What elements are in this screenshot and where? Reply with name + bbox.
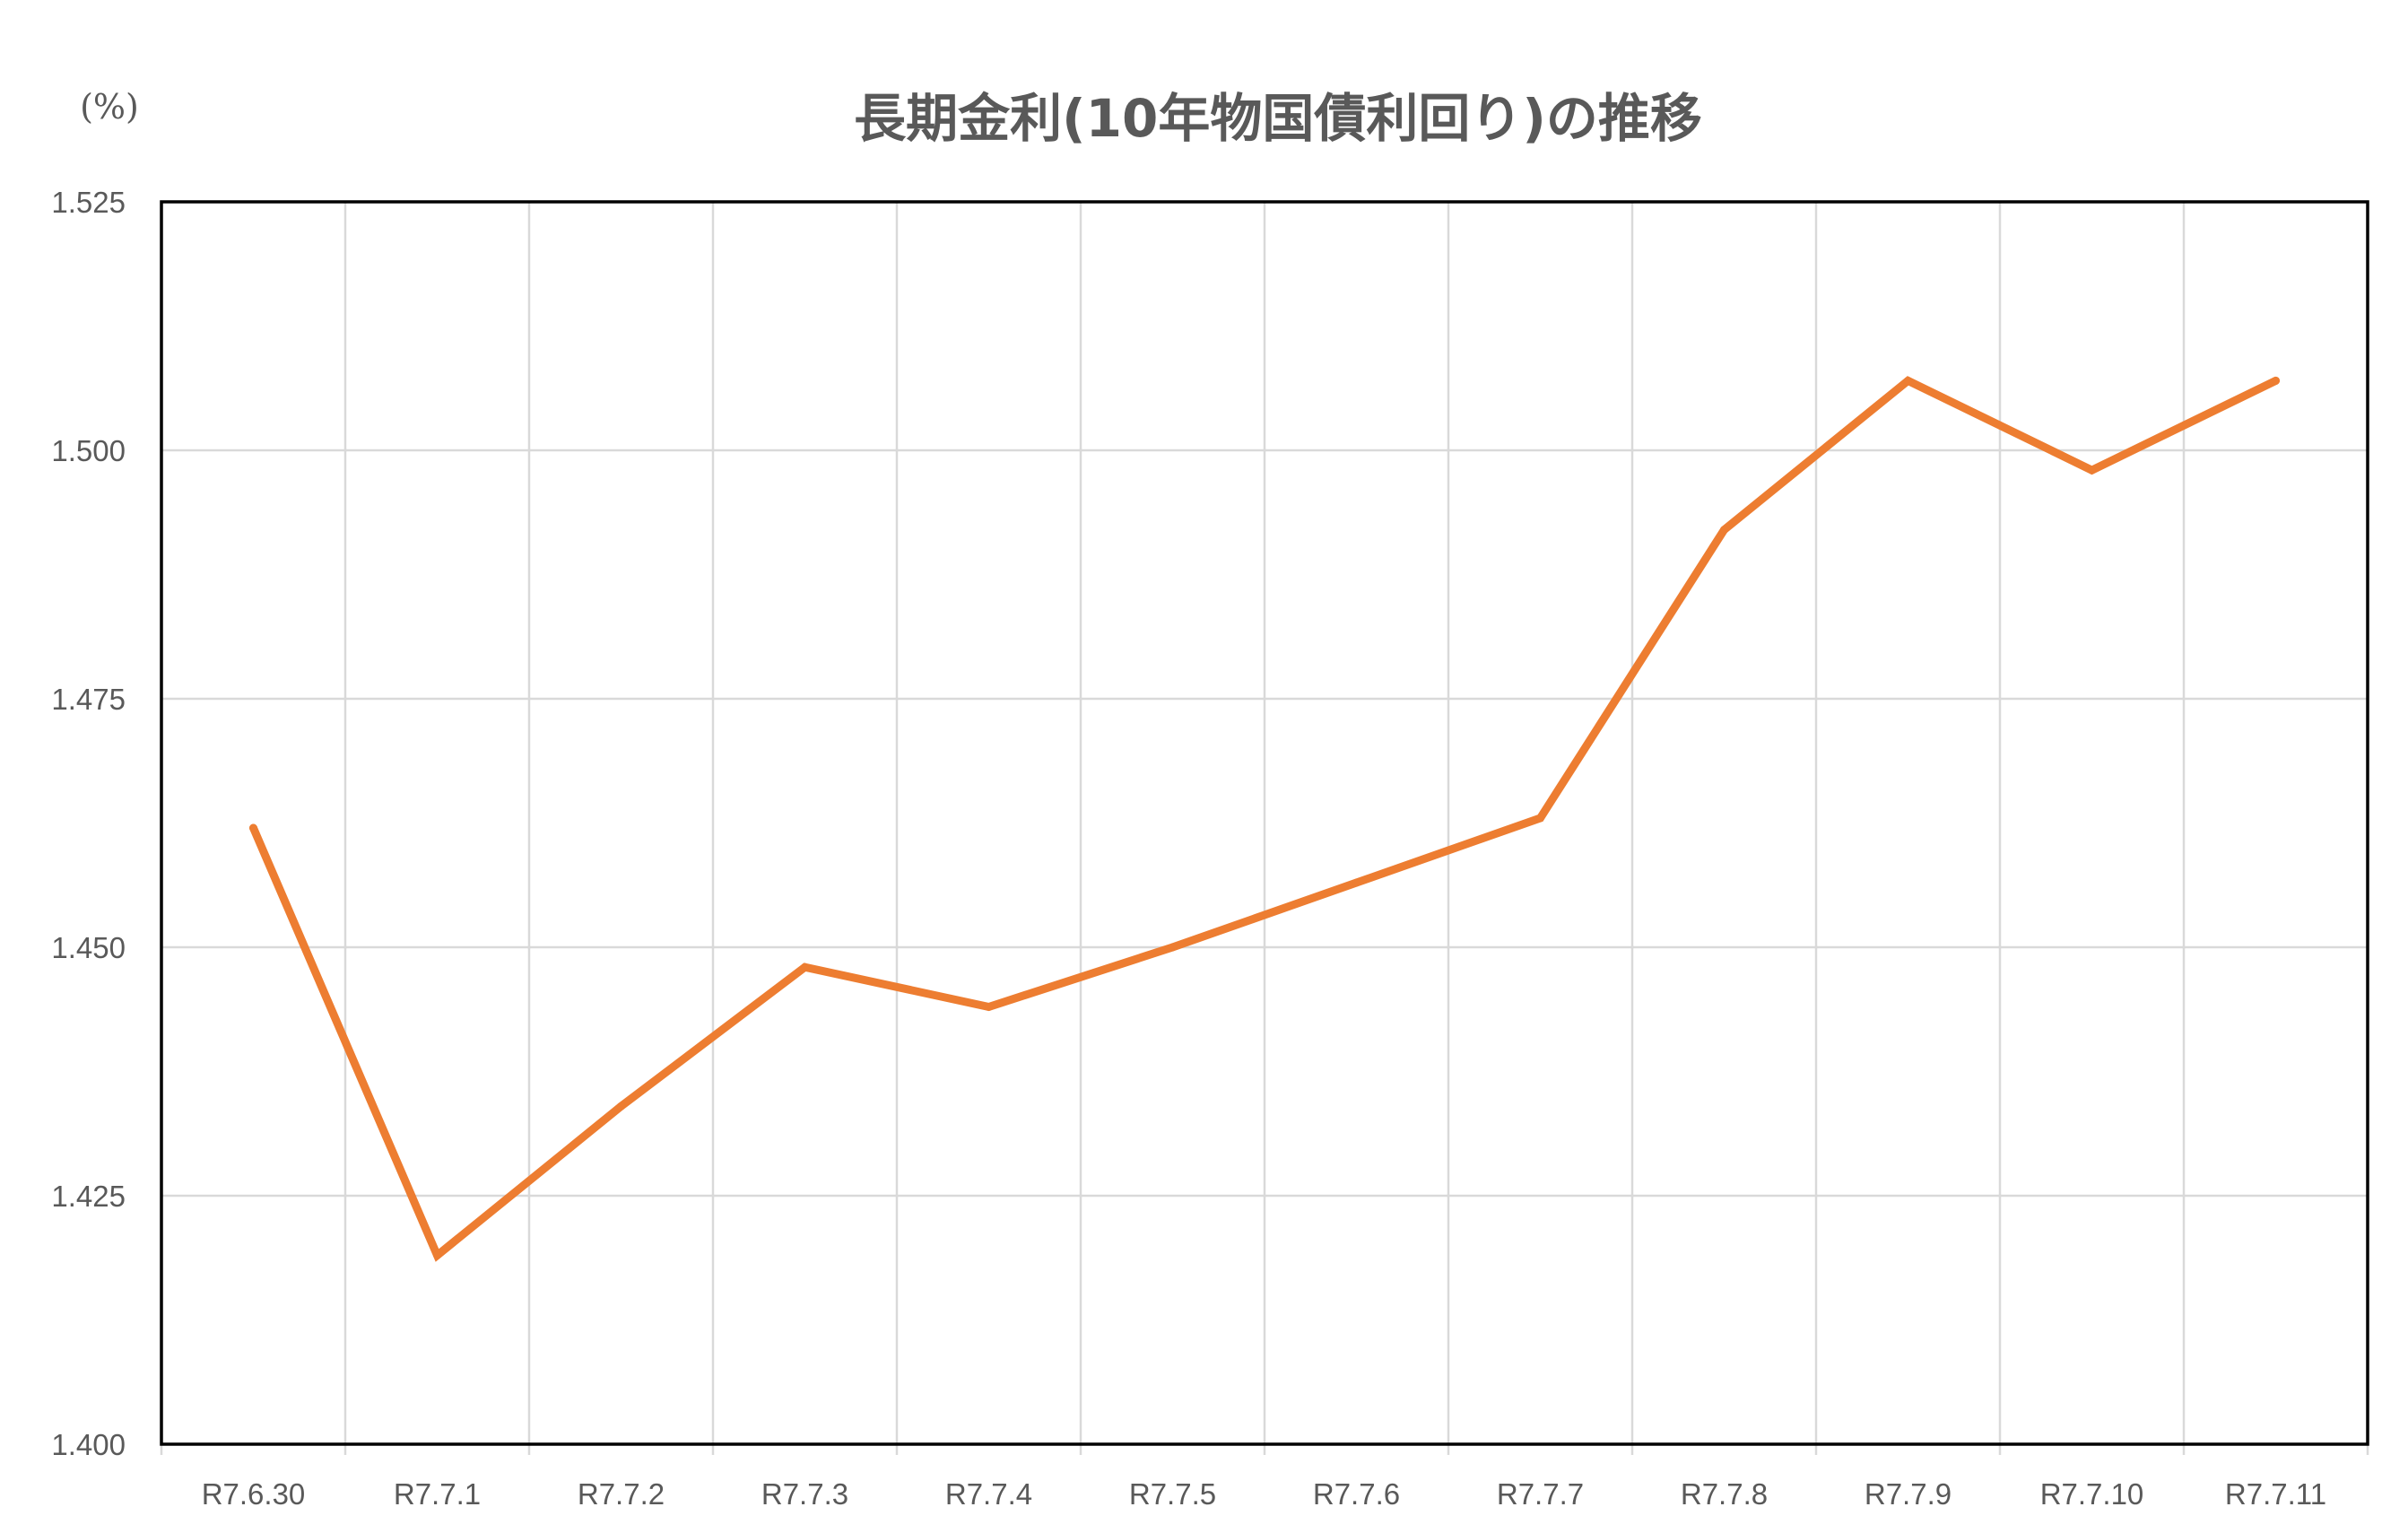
chart-title: 長期金利(10年物国債利回り)の推移: [854, 88, 1702, 149]
y-tick-label: 1.525: [51, 186, 126, 219]
data-point: [801, 962, 809, 971]
y-axis-unit-label: (%): [80, 87, 139, 126]
data-point: [617, 1102, 625, 1111]
data-point: [1169, 943, 1177, 952]
x-tick-label: R7.7.6: [1313, 1477, 1400, 1511]
x-tick-label: R7.7.5: [1129, 1477, 1216, 1511]
x-axis-tick-labels: R7.6.30 R7.7.1 R7.7.2 R7.7.3 R7.7.4 R7.7.5 R7.…: [202, 1477, 2326, 1511]
y-tick-label: 1.475: [51, 683, 126, 716]
plot-area-frame: [160, 200, 2369, 1446]
x-tick-label: R7.7.9: [1865, 1477, 1952, 1511]
data-point: [2088, 466, 2096, 475]
y-tick-label: 1.425: [51, 1180, 126, 1213]
data-point: [433, 1250, 441, 1259]
x-tick-label: R7.6.30: [202, 1477, 306, 1511]
data-point: [1352, 878, 1360, 887]
series-layer: [249, 376, 2280, 1262]
x-tick-label: R7.7.2: [578, 1477, 665, 1511]
data-point: [249, 823, 257, 832]
x-tick-label: R7.7.3: [761, 1477, 848, 1511]
x-tick-label: R7.7.10: [2040, 1477, 2144, 1511]
data-point: [1536, 814, 1544, 823]
y-tick-label: 1.450: [51, 931, 126, 964]
series-line: [249, 376, 2280, 1262]
x-tick-label: R7.7.8: [1681, 1477, 1768, 1511]
x-tick-label: R7.7.11: [2225, 1477, 2326, 1511]
x-tick-label: R7.7.7: [1497, 1477, 1584, 1511]
y-axis-tick-labels: 1.400 1.425 1.450 1.475 1.500 1.525: [51, 186, 126, 1461]
grid-lines: [160, 200, 2369, 1455]
y-tick-label: 1.400: [51, 1428, 126, 1461]
data-point: [1720, 526, 1728, 535]
y-tick-label: 1.500: [51, 434, 126, 467]
data-point: [2272, 376, 2280, 385]
data-point: [1904, 376, 1912, 385]
x-tick-label: R7.7.4: [945, 1477, 1032, 1511]
data-point: [985, 1002, 993, 1011]
x-tick-label: R7.7.1: [394, 1477, 481, 1511]
